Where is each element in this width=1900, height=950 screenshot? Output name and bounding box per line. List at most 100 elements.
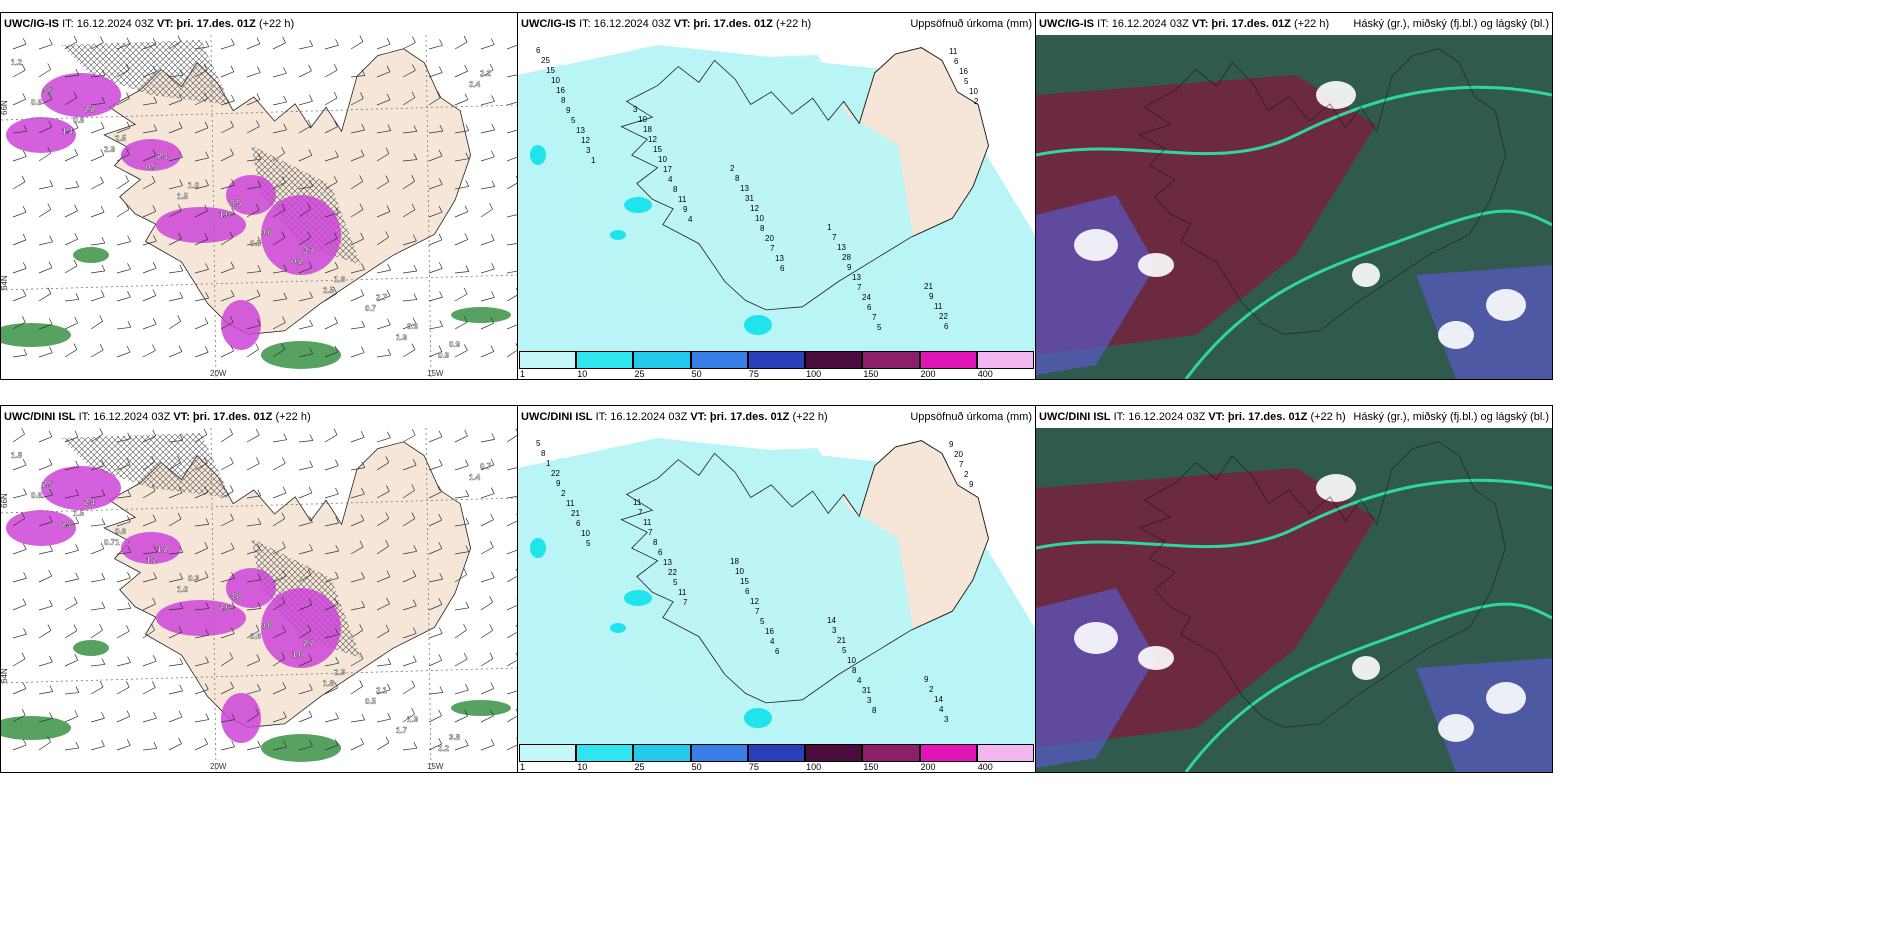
- wind-barb: [116, 495, 131, 499]
- wind-barb-flag: [230, 485, 234, 492]
- wind-barb-flag: [229, 652, 234, 659]
- wind-barb: [402, 180, 415, 190]
- wind-barb: [454, 211, 469, 218]
- precip-total-label: 24: [862, 293, 871, 302]
- wind-barb: [246, 271, 261, 274]
- wind-barb-flag: [22, 543, 27, 550]
- wind-barb-flag: [101, 489, 106, 496]
- wind-barb-flag: [231, 713, 236, 720]
- wind-barb-flag: [490, 345, 495, 352]
- snow-precip-area: [41, 466, 121, 510]
- low-cloud-area: [1036, 588, 1156, 768]
- wind-barb-flag: [205, 713, 210, 720]
- precip-total-label: 6: [944, 322, 949, 331]
- wind-barb: [350, 546, 364, 555]
- wind-barb: [428, 743, 442, 751]
- wind-barb-flag: [74, 654, 79, 661]
- wind-barb-flag: [308, 64, 312, 71]
- wind-barb: [350, 658, 364, 667]
- wind-barb-flag: [179, 572, 183, 580]
- clear-sky-area: [1352, 656, 1380, 680]
- wind-barb-flag: [75, 488, 80, 496]
- wind-barb-flag: [126, 345, 131, 353]
- precip-total-label: 7: [755, 607, 760, 616]
- wind-barb: [64, 466, 79, 471]
- precip-total-label: 16: [765, 627, 774, 636]
- precip-total-label: 3: [944, 715, 949, 724]
- precip-total-label: 8: [561, 96, 566, 105]
- colorbar-cell: [576, 351, 634, 369]
- wind-barb-flag: [490, 487, 495, 494]
- wind-barb: [350, 75, 365, 78]
- wind-barb: [376, 437, 391, 443]
- wind-barb: [376, 236, 389, 246]
- wind-barb-flag: [309, 516, 313, 523]
- wind-barb: [506, 44, 517, 50]
- wind-barb: [480, 519, 494, 527]
- wind-barb: [142, 240, 157, 246]
- wind-barb-flag: [75, 460, 79, 468]
- wind-barb: [64, 747, 79, 751]
- wind-barb-flag: [229, 428, 233, 435]
- wind-barb: [324, 237, 338, 246]
- wind-barb-flag: [438, 233, 443, 240]
- wind-barb-flag: [308, 261, 313, 268]
- clear-sky-area: [1438, 321, 1474, 349]
- wind-barb: [220, 491, 234, 499]
- wind-barb-flag: [257, 153, 262, 160]
- precip-wind-map: 66N 64N 20W 15W 1.8 2.4 1.2 4.8 2.7 2.1 3.8 2.5 0.6 0…: [1, 428, 517, 772]
- wind-barb-flag: [335, 544, 339, 552]
- snow-precip-area: [226, 568, 276, 608]
- wind-barb: [142, 267, 157, 274]
- wind-barb: [246, 523, 261, 527]
- wind-barb-flag: [21, 175, 26, 182]
- wind-barb: [480, 44, 495, 50]
- wind-barb: [116, 608, 131, 611]
- wind-barb-flag: [465, 490, 470, 497]
- wind-barb: [298, 604, 313, 611]
- wind-barb: [454, 41, 468, 50]
- wind-barb-flag: [385, 456, 390, 463]
- colorbar-tick-label: 100: [806, 369, 822, 379]
- wind-barb: [38, 352, 53, 358]
- wind-barb: [116, 154, 130, 162]
- wind-barb: [168, 321, 181, 330]
- precip-total-label: 4: [770, 637, 775, 646]
- precip-value-label: 0.6: [31, 491, 43, 500]
- precip-value-label: 2.4: [469, 80, 481, 89]
- wind-barb: [272, 518, 286, 527]
- wind-barb-flag: [257, 684, 261, 691]
- wind-barb-flag: [360, 431, 365, 438]
- wind-barb-flag: [47, 63, 52, 70]
- wind-barb: [116, 577, 131, 583]
- wind-barb-flag: [205, 179, 209, 186]
- wind-barb-flag: [464, 709, 468, 717]
- wind-barb: [324, 293, 337, 302]
- wind-barb: [428, 465, 443, 471]
- wind-barb: [64, 97, 78, 106]
- wind-barb-flag: [335, 628, 339, 635]
- precip-total-label: 9: [683, 205, 688, 214]
- precip-total-label: 6: [536, 46, 541, 55]
- wind-barb: [220, 548, 235, 555]
- wind-barb-flag: [515, 343, 517, 347]
- wind-barb-flag: [307, 231, 312, 238]
- wind-barb-flag: [489, 596, 493, 603]
- wind-barb: [90, 465, 105, 471]
- wind-barb: [194, 185, 209, 190]
- wind-barb-flag: [489, 624, 494, 631]
- wind-barb: [480, 577, 495, 583]
- wind-barb-flag: [152, 149, 157, 156]
- precip-total-label: 7: [857, 283, 862, 292]
- wind-barb-flag: [47, 735, 51, 743]
- wind-barb: [64, 299, 79, 302]
- wind-barb-flag: [21, 512, 26, 519]
- precip-value-label: 2.4: [84, 498, 96, 507]
- colorbar-cell: [976, 744, 1034, 762]
- wind-barb-flag: [307, 119, 312, 127]
- wind-barb: [506, 744, 517, 751]
- wind-barb: [38, 185, 53, 190]
- wind-barb: [350, 181, 363, 190]
- wind-barb-flag: [257, 517, 262, 525]
- snow-precip-area: [226, 175, 276, 215]
